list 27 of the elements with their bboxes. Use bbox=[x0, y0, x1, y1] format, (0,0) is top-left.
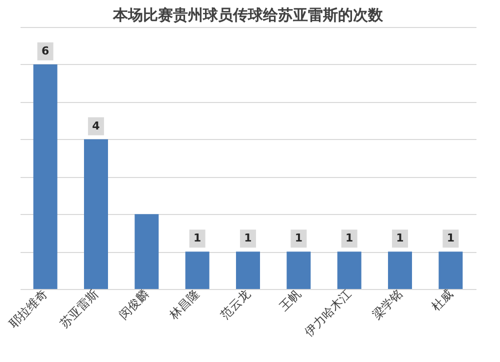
data-label: 1 bbox=[446, 232, 454, 245]
bar bbox=[84, 139, 108, 289]
x-tick-label: 杜威 bbox=[428, 286, 456, 314]
bar bbox=[388, 252, 412, 289]
bar bbox=[236, 252, 260, 289]
x-tick-label: 林昌隆 bbox=[166, 286, 202, 323]
x-tick-label: 王帆 bbox=[276, 286, 304, 314]
data-label: 1 bbox=[244, 232, 252, 245]
bar bbox=[337, 252, 362, 289]
chart-title: 本场比赛贵州球员传球给苏亚雷斯的次数 bbox=[112, 6, 384, 24]
data-label: 1 bbox=[194, 232, 202, 245]
x-tick-label: 耶拉维奇 bbox=[6, 286, 50, 330]
x-tick-label: 闵俊麟 bbox=[116, 286, 152, 322]
bar bbox=[185, 252, 210, 289]
bar bbox=[33, 64, 58, 289]
x-tick-label: 伊力哈木江 bbox=[302, 286, 354, 339]
x-tick-label: 范云龙 bbox=[218, 286, 253, 322]
bar bbox=[286, 252, 311, 289]
x-tick-label: 梁学铭 bbox=[370, 286, 405, 322]
bar bbox=[438, 252, 463, 289]
data-label: 6 bbox=[42, 44, 50, 58]
data-label: 4 bbox=[92, 119, 100, 132]
data-label: 1 bbox=[346, 232, 354, 245]
bar bbox=[134, 214, 159, 289]
data-label: 1 bbox=[294, 232, 302, 245]
x-tick-label: 苏亚雷斯 bbox=[57, 286, 101, 330]
data-label: 1 bbox=[396, 232, 404, 245]
